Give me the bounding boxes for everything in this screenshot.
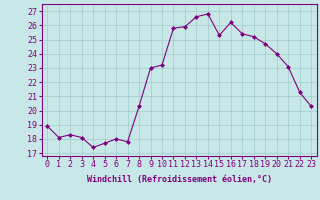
X-axis label: Windchill (Refroidissement éolien,°C): Windchill (Refroidissement éolien,°C) <box>87 175 272 184</box>
